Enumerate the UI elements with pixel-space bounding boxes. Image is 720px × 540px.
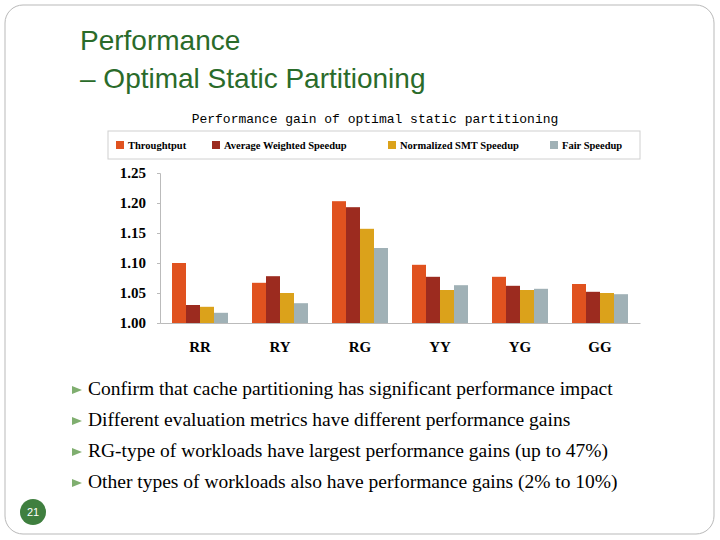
x-tick: GG	[588, 323, 612, 355]
y-tick-mark	[157, 263, 160, 264]
y-tick-mark	[157, 203, 160, 204]
x-tick-label: RG	[349, 339, 372, 355]
bullet-text: Confirm that cache partitioning has sign…	[88, 378, 613, 399]
x-axis: RR RY RG YY YG GG	[161, 323, 641, 355]
bar	[172, 263, 186, 323]
bar	[186, 305, 200, 323]
bar	[294, 303, 308, 323]
bullet-icon	[72, 448, 82, 456]
bullet-text: Other types of workloads also have perfo…	[88, 471, 618, 493]
x-tick: RR	[189, 323, 211, 355]
legend-item: Throughtput	[116, 140, 187, 151]
y-tick: 1.20	[120, 195, 160, 211]
legend-label: Throughtput	[128, 140, 187, 151]
slide-frame	[5, 5, 714, 534]
y-tick-label: 1.00	[120, 315, 146, 331]
bullet-icon	[72, 479, 82, 487]
bar	[572, 284, 586, 323]
bar	[426, 277, 440, 323]
legend-label: Normalized SMT Speedup	[400, 140, 519, 151]
y-axis-line	[157, 174, 161, 324]
bar	[586, 292, 600, 323]
y-tick: 1.15	[120, 225, 160, 241]
bar	[346, 207, 360, 323]
y-tick-label: 1.05	[120, 285, 146, 301]
legend-item: Average Weighted Speedup	[212, 140, 347, 151]
legend-swatch	[116, 141, 124, 149]
page-number-badge	[20, 499, 46, 525]
legend-item: Fair Speedup	[550, 140, 622, 151]
x-tick-label: RR	[189, 339, 211, 355]
slide: Performance – Optimal Static Partitioning…	[0, 0, 720, 540]
y-tick-mark	[157, 323, 160, 324]
bar	[252, 283, 266, 323]
y-tick: 1.00	[120, 315, 160, 331]
bar	[600, 293, 614, 323]
y-tick-label: 1.25	[120, 165, 146, 181]
bar	[534, 289, 548, 323]
bar	[360, 229, 374, 323]
y-tick: 1.05	[120, 285, 160, 301]
slide-title: Performance	[80, 25, 240, 56]
x-tick: YY	[429, 323, 451, 355]
bar	[492, 277, 506, 323]
legend-label: Average Weighted Speedup	[224, 140, 347, 151]
bar	[214, 313, 228, 323]
x-tick-label: RY	[269, 339, 290, 355]
slide-title: – Optimal Static Partitioning	[80, 63, 426, 94]
bar	[200, 307, 214, 323]
x-tick-label: YG	[509, 339, 532, 355]
legend-box	[108, 131, 640, 159]
y-tick-mark	[157, 233, 160, 234]
x-axis-line	[161, 323, 641, 324]
y-tick-mark	[157, 173, 160, 174]
bar	[280, 293, 294, 323]
legend-swatch	[212, 141, 220, 149]
bar	[266, 276, 280, 323]
x-tick: YG	[509, 323, 532, 355]
legend-swatch	[550, 141, 558, 149]
y-tick-mark	[157, 293, 160, 294]
bullet-text: Different evaluation metrics have differ…	[88, 409, 570, 430]
x-tick: RG	[349, 323, 372, 355]
bar	[506, 286, 520, 323]
x-tick: RY	[269, 323, 290, 355]
legend: Throughtput Average Weighted Speedup Norma…	[108, 131, 640, 159]
y-tick-label: 1.15	[120, 225, 146, 241]
y-tick-label: 1.10	[120, 255, 146, 271]
bar	[412, 265, 426, 323]
bar	[520, 290, 534, 323]
bullet-icon	[72, 386, 82, 394]
bullet-icon	[72, 417, 82, 425]
bar	[374, 248, 388, 323]
x-tick-label: YY	[429, 339, 451, 355]
chart-title: Performance gain of optimal static parti…	[192, 112, 559, 127]
bar	[614, 294, 628, 323]
bar	[332, 201, 346, 323]
y-tick: 1.10	[120, 255, 160, 271]
y-tick-label: 1.20	[120, 195, 146, 211]
x-tick-label: GG	[588, 339, 612, 355]
y-tick: 1.25	[120, 165, 160, 181]
legend-swatch	[388, 141, 396, 149]
legend-item: Normalized SMT Speedup	[388, 140, 519, 151]
bar	[440, 290, 454, 323]
bullet-text: RG-type of workloads have largest perfor…	[88, 440, 608, 462]
legend-label: Fair Speedup	[562, 140, 622, 151]
page-number: 21	[27, 506, 39, 518]
y-axis: 1.00 1.05 1.10 1.15 1.20 1.25	[120, 165, 161, 331]
bar	[454, 285, 468, 323]
bars	[172, 201, 628, 323]
